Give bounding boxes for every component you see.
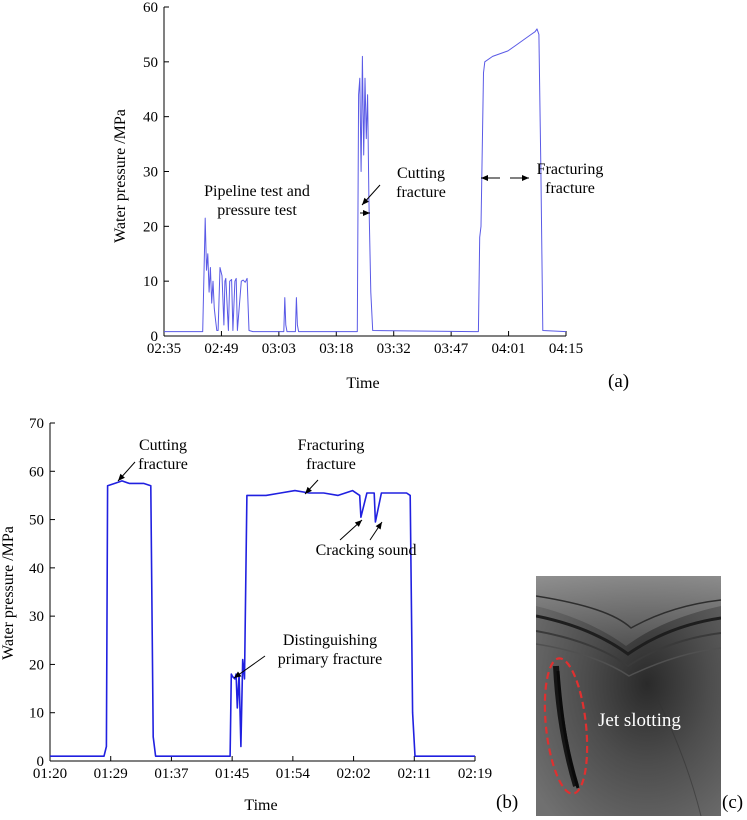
- jet-slotting-photo: Jet slotting: [536, 576, 721, 816]
- x-tick-label: 03:18: [319, 341, 353, 357]
- x-tick-label: 03:47: [434, 341, 469, 357]
- y-tick-label: 40: [143, 110, 158, 126]
- arrow-head: [522, 175, 529, 181]
- y-tick-label: 20: [143, 219, 158, 235]
- x-tick-label: 03:03: [262, 341, 296, 357]
- y-tick-label: 30: [29, 609, 44, 625]
- x-tick-label: 02:35: [147, 341, 181, 357]
- y-tick-label: 50: [143, 55, 158, 71]
- arrow-head: [354, 520, 362, 527]
- slot-outline: [543, 657, 589, 795]
- y-tick-label: 10: [143, 274, 158, 290]
- y-tick-label: 70: [29, 416, 44, 432]
- chart-b-series: [50, 480, 475, 758]
- chart-b-annotations: Cutting fracture Fracturing fracture Crackin…: [117, 437, 417, 679]
- x-tick-label: 04:15: [549, 341, 583, 357]
- panel-label-b: (b): [496, 792, 519, 813]
- y-tick-label: 40: [29, 561, 44, 577]
- x-tick-label: 02:19: [458, 766, 492, 782]
- y-tick-label: 0: [151, 329, 159, 345]
- x-tick-label: 01:29: [94, 766, 128, 782]
- y-tick-label: 20: [29, 657, 44, 673]
- x-tick-label: 01:45: [215, 766, 249, 782]
- y-tick-label: 60: [29, 464, 44, 480]
- x-tick-label: 04:01: [491, 341, 525, 357]
- annotation-label: Cutting fracture: [138, 437, 188, 473]
- chart-b-ticks: 01:20 01:29 01:37 01:45 01:54 02:02 02:11 02:19…: [29, 416, 492, 782]
- series-line-0: [164, 28, 567, 333]
- annotation-label: Cracking sound: [316, 542, 417, 559]
- annotation-label: Distinguishing primary fracture: [278, 632, 382, 668]
- chart-a-annotations: Pipeline test and pressure test Cutting fra…: [204, 161, 603, 219]
- y-tick-label: 60: [143, 0, 158, 16]
- arrow-head: [363, 210, 370, 216]
- arrow-head: [375, 522, 382, 530]
- series-line-0: [50, 480, 475, 758]
- x-tick-label: 01:54: [276, 766, 311, 782]
- y-tick-label: 50: [29, 513, 44, 529]
- y-tick-label: 0: [37, 754, 45, 770]
- annotation-label: Cutting fracture: [396, 165, 446, 201]
- x-tick-label: 02:11: [397, 766, 431, 782]
- x-tick-label: 03:32: [377, 341, 411, 357]
- arrow-head: [234, 671, 242, 678]
- chart-a: 02:35 02:49 03:03 03:18 03:32 03:47 04:01 04:15…: [112, 0, 603, 392]
- chart-a-xlabel: Time: [346, 375, 379, 392]
- chart-b-axes: [49, 423, 475, 762]
- arrow-head: [481, 175, 488, 181]
- x-tick-label: 02:49: [204, 341, 238, 357]
- arrow-head: [305, 486, 312, 494]
- arrow-head: [118, 473, 125, 481]
- annotation-label: Pipeline test and pressure test: [204, 183, 310, 219]
- chart-b-ylabel: Water pressure /MPa: [0, 526, 17, 660]
- x-tick-label: 01:20: [33, 766, 67, 782]
- chart-b-xlabel: Time: [244, 797, 277, 814]
- x-tick-label: 01:37: [154, 766, 189, 782]
- chart-b: 01:20 01:29 01:37 01:45 01:54 02:02 02:11 02:19…: [0, 416, 492, 814]
- annotation-label: Fracturing fracture: [537, 161, 604, 197]
- chart-a-ylabel: Water pressure /MPa: [112, 109, 129, 243]
- arrow-head: [362, 197, 369, 205]
- chart-a-series: [164, 28, 567, 333]
- y-tick-label: 10: [29, 706, 44, 722]
- jet-slotting-label: Jet slotting: [598, 710, 681, 731]
- panel-label-c: (c): [722, 792, 744, 813]
- panel-label-a: (a): [608, 371, 630, 392]
- y-tick-label: 30: [143, 165, 158, 181]
- x-tick-label: 02:02: [336, 766, 370, 782]
- chart-a-ticks: 02:35 02:49 03:03 03:18 03:32 03:47 04:01 04:15…: [143, 0, 583, 357]
- annotation-label: Fracturing fracture: [298, 437, 365, 473]
